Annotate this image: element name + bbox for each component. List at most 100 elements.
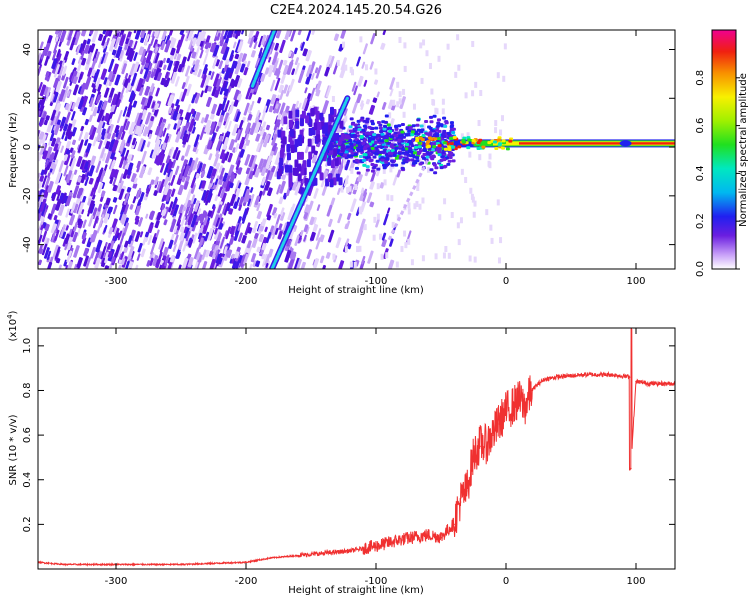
carrier-speck [462, 136, 467, 140]
activity-speck [449, 121, 454, 125]
noise-speckle [79, 159, 86, 170]
noise-speckle [345, 220, 351, 230]
spectrogram-x-ticks: -300 -200 -100 0 100 [105, 30, 646, 287]
activity-speck [404, 133, 409, 137]
noise-speckle [312, 216, 317, 225]
noise-speckle [123, 191, 130, 205]
noise-speckle [71, 127, 77, 137]
noise-speckle [172, 243, 177, 253]
noise-speckle [82, 107, 88, 116]
noise-speckle [335, 237, 342, 249]
noise-speckle [209, 175, 215, 184]
noise-speckle [108, 38, 116, 52]
noise-speckle [389, 88, 394, 97]
faint-speckle [437, 55, 441, 62]
noise-speckle [59, 30, 67, 43]
noise-speckle [149, 83, 155, 92]
snr-marks [38, 328, 675, 567]
noise-speckle [187, 30, 195, 41]
faint-speckle [398, 36, 402, 43]
noise-speckle [134, 231, 141, 242]
faint-speckle [403, 65, 407, 72]
noise-speckle [375, 165, 382, 177]
noise-speckle [249, 36, 255, 48]
carrier-speck [501, 146, 506, 150]
noise-speckle [193, 59, 200, 71]
noise-speckle [179, 226, 185, 233]
noise-speckle [235, 111, 241, 122]
snr-data-point [628, 376, 631, 378]
activity-speck [394, 124, 399, 128]
noise-speckle [81, 95, 89, 108]
noise-speckle [127, 134, 132, 144]
noise-speckle [54, 111, 61, 125]
noise-speckle [108, 227, 114, 235]
noise-speckle [283, 84, 289, 94]
activity-speck [370, 163, 375, 167]
noise-speckle [277, 59, 284, 72]
noise-speckle [191, 94, 197, 104]
noise-speckle [337, 213, 343, 224]
noise-speckle [170, 174, 176, 186]
noise-speckle [95, 160, 102, 173]
noise-speckle [41, 230, 48, 243]
noise-speckle [147, 224, 154, 234]
noise-speckle [176, 119, 182, 129]
noise-speckle [160, 149, 164, 155]
faint-speckle [346, 187, 350, 194]
x-tick-label: -100 [365, 276, 388, 287]
noise-speckle [200, 170, 206, 178]
activity-speck [354, 166, 359, 170]
activity-speck [373, 140, 378, 144]
faint-speckle [336, 59, 340, 66]
snr-data-point [630, 467, 632, 470]
noise-speckle [109, 168, 116, 180]
faint-speckle [496, 72, 500, 79]
noise-speckle [41, 175, 48, 188]
noise-speckle [214, 194, 219, 202]
activity-speck [362, 147, 367, 151]
noise-speckle [247, 198, 252, 207]
activity-speck [411, 124, 416, 128]
noise-speckle [187, 203, 195, 217]
faint-speckle [356, 246, 360, 253]
noise-speckle [230, 226, 237, 238]
noise-speckle [92, 58, 97, 65]
noise-speckle [250, 253, 257, 263]
noise-speckle [273, 212, 278, 219]
activity-speck [334, 144, 339, 148]
noise-speckle [78, 130, 84, 141]
faint-speckle [425, 50, 429, 57]
noise-speckle [116, 182, 122, 193]
noise-speckle [315, 138, 322, 148]
noise-speckle [206, 165, 214, 179]
noise-speckle [158, 117, 164, 127]
faint-speckle [378, 233, 382, 240]
activity-speck [400, 130, 405, 134]
noise-speckle [79, 82, 87, 95]
noise-speckle [249, 100, 255, 111]
noise-speckle [214, 178, 219, 186]
noise-speckle [386, 207, 391, 214]
snr-data-point [459, 501, 462, 503]
activity-speck [442, 158, 447, 162]
noise-speckle [282, 64, 289, 76]
noise-speckle [381, 239, 387, 248]
edge-speck [302, 160, 307, 169]
noise-speckle [57, 204, 65, 216]
noise-speckle [370, 33, 376, 45]
noise-speckle [253, 81, 260, 92]
activity-speck [387, 151, 392, 155]
noise-speckle [128, 121, 136, 135]
noise-speckle [211, 245, 218, 259]
edge-speck [317, 121, 322, 130]
faint-speckle [331, 95, 335, 102]
noise-speckle [92, 106, 99, 117]
noise-speckle [107, 97, 113, 103]
noise-speckle [204, 42, 210, 50]
faint-speckle [344, 115, 348, 122]
noise-speckle [119, 251, 125, 260]
edge-speck [299, 118, 304, 127]
noise-speckle [146, 260, 151, 267]
noise-speckle [102, 51, 109, 64]
